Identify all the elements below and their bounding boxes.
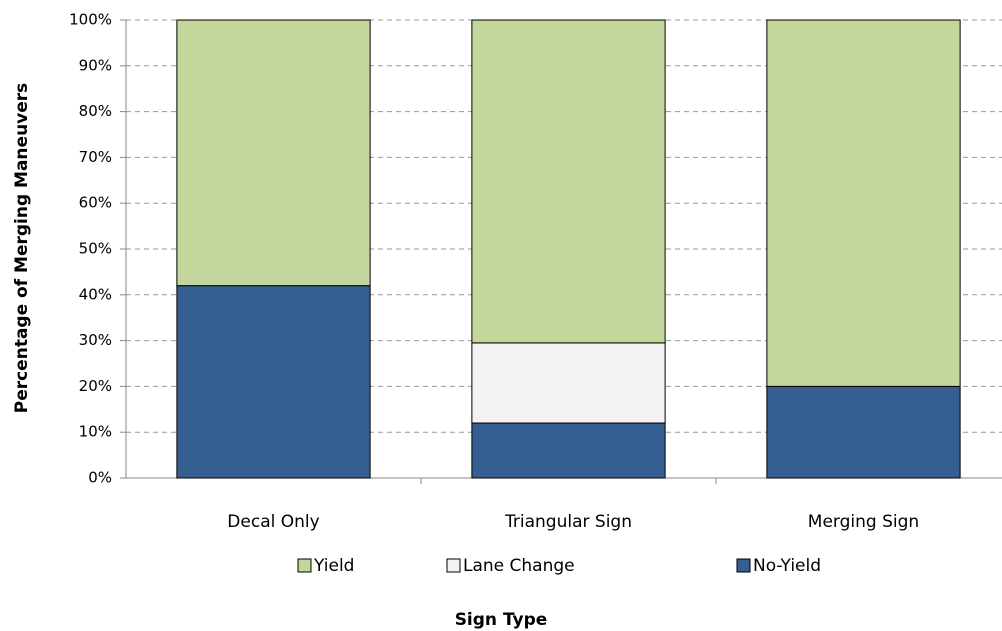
y-tick-label: 60%: [79, 194, 112, 212]
y-tick-label: 100%: [69, 11, 112, 29]
y-tick-label: 30%: [79, 331, 112, 349]
x-tick-label: Triangular Sign: [504, 512, 632, 532]
legend-label: Lane Change: [463, 556, 575, 576]
legend-swatch: [297, 558, 312, 573]
y-tick-label: 20%: [79, 377, 112, 395]
x-tick-label: Merging Sign: [808, 512, 919, 532]
y-tick-label: 80%: [79, 102, 112, 120]
x-tick-label: Decal Only: [227, 512, 319, 532]
y-tick-label: 50%: [79, 240, 112, 258]
bar-segment: [766, 19, 961, 387]
legend-label: Yield: [313, 556, 354, 576]
bar-segment: [471, 342, 666, 424]
y-tick-label: 70%: [79, 148, 112, 166]
bar-segment: [176, 285, 371, 479]
bar-segment: [176, 19, 371, 287]
y-tick-label: 0%: [88, 469, 112, 487]
y-tick-label: 40%: [79, 285, 112, 303]
legend-label: No-Yield: [753, 556, 821, 576]
y-axis-title: Percentage of Merging Maneuvers: [12, 83, 32, 414]
bar-segment: [766, 385, 961, 479]
y-tick-label: 10%: [79, 423, 112, 441]
legend-swatch: [736, 558, 751, 573]
bar-segment: [471, 422, 666, 479]
y-tick-label: 90%: [79, 56, 112, 74]
bar-segment: [471, 19, 666, 344]
legend-swatch: [446, 558, 461, 573]
x-axis-title: Sign Type: [455, 610, 548, 630]
